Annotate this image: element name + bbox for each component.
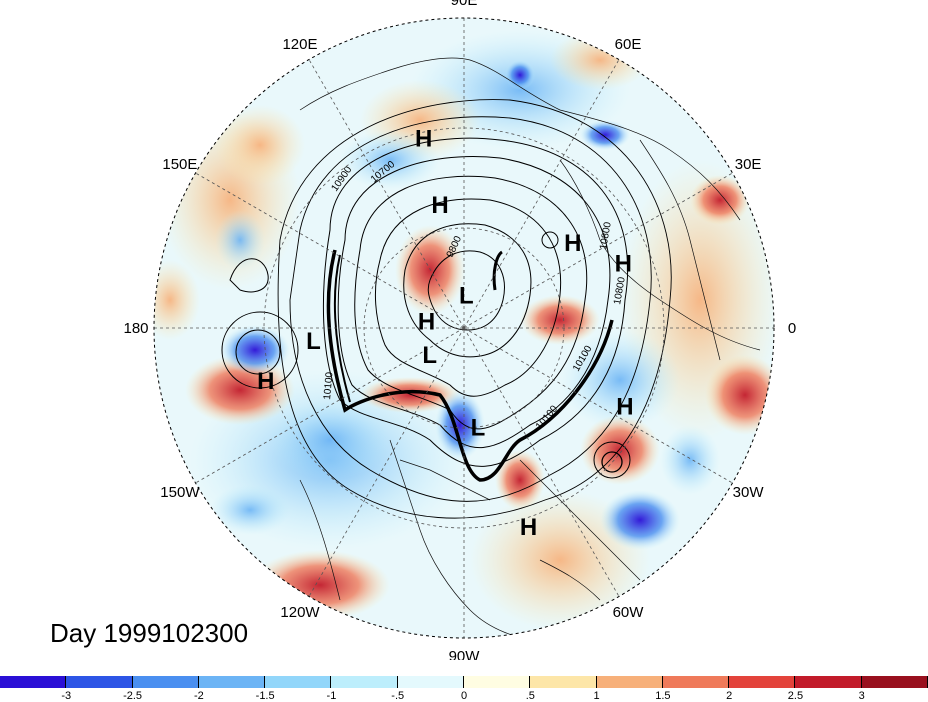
colorbar-tick-label: 1.5 [655,690,671,702]
height-contours [221,99,672,519]
polar-stereographic-map: 10900 1070098001080010100101001010010800 … [123,0,796,660]
date-title: Day 1999102300 [50,618,249,648]
low-pressure-marker: L [471,415,486,442]
low-pressure-marker: L [422,342,437,369]
colorbar-segment [397,676,464,688]
colorbar-segment [861,676,928,688]
high-pressure-marker: H [615,251,632,278]
colorbar-tick-label: 3 [858,690,865,702]
coastlines [299,57,761,638]
colorbar-tick-label: .5 [525,690,535,702]
colorbar-segment [265,676,332,688]
longitude-label: 0 [788,320,796,337]
longitude-label: 90W [449,648,481,660]
longitude-label: 90E [451,0,478,9]
contour-value-label: 10800 [598,221,614,251]
longitude-label: 60W [613,604,645,621]
high-pressure-marker: H [564,230,581,257]
colorbar-segment [662,676,730,688]
colorbar-tick-label: 2 [726,690,733,702]
low-pressure-marker: L [459,283,474,310]
longitude-label: 30W [733,484,765,501]
high-pressure-marker: H [415,126,432,153]
high-pressure-marker: H [520,514,537,541]
colorbar-tick-label: 1 [593,690,600,702]
colorbar-tick-label: 2.5 [787,690,804,702]
colorbar-tick-label: -1 [326,690,337,702]
colorbar-tick-label: -1.5 [255,690,275,702]
colorbar-segment [0,676,67,688]
high-pressure-marker: H [257,368,274,395]
colorbar-tick-label: 0 [460,690,468,702]
graticule [154,18,774,638]
longitude-label: 60E [615,36,642,53]
colorbar-segment [464,676,531,688]
longitude-labels: 90E 60E 30E 0 30W 60W 90W 120W 150W 180 150E 120E [123,0,796,660]
longitude-label: 150W [160,484,200,501]
colorbar-segment [66,676,133,688]
longitude-label: 30E [735,156,762,173]
colorbar-tick-label: -2.5 [123,690,143,702]
longitude-label: 120W [280,604,320,621]
colorbar-tick-label: -3 [61,690,72,702]
colorbar-segment [331,676,398,688]
contour-value-label: 10100 [322,371,335,400]
colorbar-segment [530,676,597,688]
high-pressure-marker: H [431,192,448,219]
high-pressure-marker: H [616,394,633,421]
colorbar-segment [132,676,199,688]
longitude-label: 180 [123,320,148,337]
colorbar: -3 -2.5 -2 -1.5 -1 -.5 0 .5 1 1.5 2 2.5 3 [0,676,928,702]
low-pressure-marker: L [306,328,321,355]
colorbar-segment [795,676,862,688]
high-pressure-marker: H [418,308,435,335]
colorbar-segment [198,676,266,688]
map-boundary [153,17,775,639]
colorbar-segment [596,676,663,688]
colorbar-segment [729,676,796,688]
longitude-label: 120E [282,36,317,53]
contour-value-label: 10800 [612,276,628,306]
longitude-label: 150E [162,156,197,173]
colorbar-tick-label: -.5 [391,690,405,702]
colorbar-tick-label: -2 [193,690,204,702]
